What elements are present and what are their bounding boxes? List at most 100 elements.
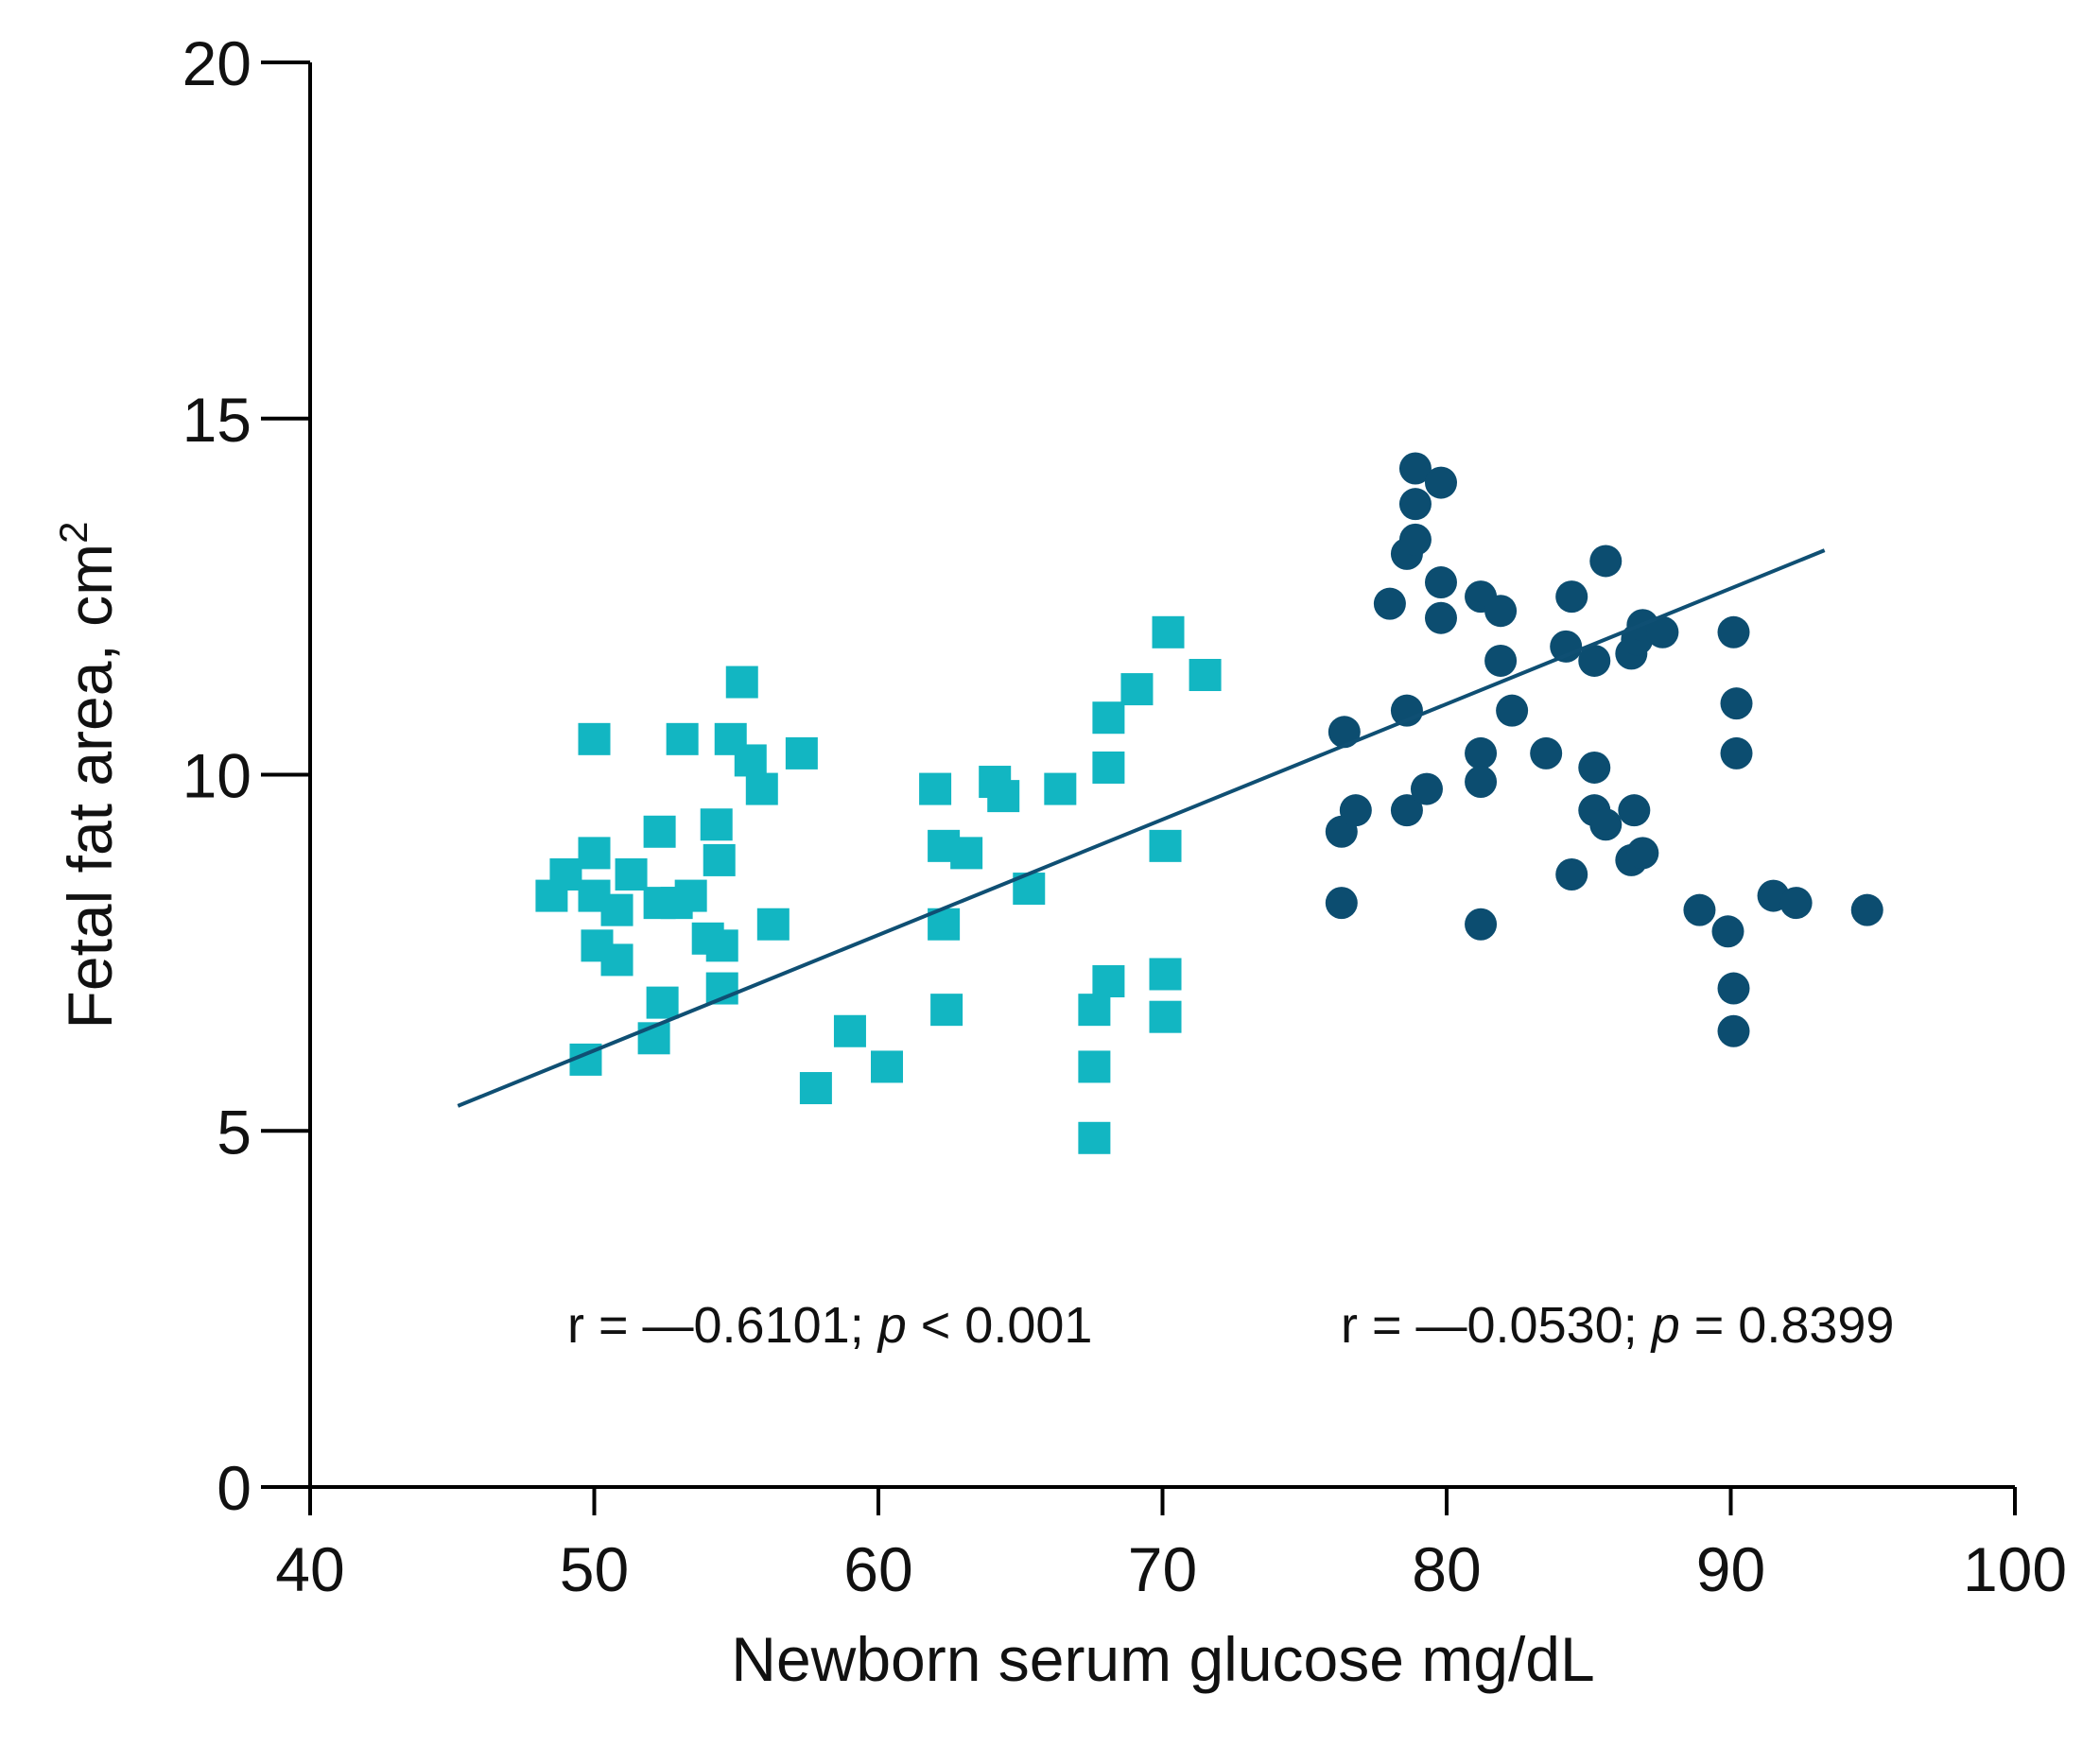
data-point-circle bbox=[1717, 972, 1750, 1005]
data-point-circle bbox=[1779, 887, 1813, 920]
data-point-square bbox=[1092, 751, 1125, 784]
data-point-circle bbox=[1530, 736, 1563, 770]
data-point-square bbox=[600, 893, 633, 926]
data-point-circle bbox=[1465, 908, 1498, 941]
data-point-circle bbox=[1717, 615, 1750, 649]
data-point-circle bbox=[1424, 466, 1457, 499]
data-point-square bbox=[1078, 994, 1111, 1027]
data-point-square bbox=[919, 772, 952, 805]
data-point-circle bbox=[1578, 644, 1611, 677]
data-point-circle bbox=[1850, 893, 1883, 926]
data-point-circle bbox=[1720, 736, 1753, 770]
data-point-square bbox=[987, 780, 1020, 813]
y-tick-label: 0 bbox=[217, 1453, 252, 1523]
annotation-right-r: r = —0.0530; bbox=[1341, 1297, 1652, 1354]
data-point-square bbox=[1149, 958, 1182, 991]
data-point-square bbox=[1078, 1050, 1111, 1083]
data-point-square bbox=[1152, 615, 1185, 649]
data-point-circle bbox=[1424, 601, 1457, 634]
y-tick-label: 20 bbox=[182, 28, 252, 98]
data-point-square bbox=[745, 772, 778, 805]
data-point-circle bbox=[1325, 887, 1358, 920]
data-point-square bbox=[1092, 701, 1125, 735]
data-point-circle bbox=[1578, 751, 1611, 784]
annotation-left-r: r = —0.6101; bbox=[567, 1297, 878, 1354]
data-point-circle bbox=[1484, 595, 1518, 628]
data-point-square bbox=[549, 857, 582, 891]
data-point-square bbox=[643, 815, 676, 848]
y-axis-title-superscript: 2 bbox=[51, 522, 95, 544]
data-point-circle bbox=[1398, 523, 1432, 556]
x-tick-label: 80 bbox=[1412, 1534, 1481, 1604]
data-point-square bbox=[705, 929, 738, 962]
y-axis-title-main: Fetal fat area, cm bbox=[55, 544, 125, 1029]
data-point-square bbox=[703, 843, 736, 876]
x-tick-label: 40 bbox=[275, 1534, 344, 1604]
data-point-square bbox=[700, 808, 733, 841]
x-tick-label: 70 bbox=[1128, 1534, 1197, 1604]
correlation-annotation-right: r = —0.0530; p = 0.8399 bbox=[1341, 1297, 1894, 1354]
data-point-square bbox=[734, 744, 767, 777]
data-point-square bbox=[950, 837, 983, 870]
data-point-circle bbox=[1410, 772, 1443, 805]
data-point-circle bbox=[1373, 587, 1406, 620]
data-point-square bbox=[615, 857, 648, 891]
data-point-circle bbox=[1484, 644, 1518, 677]
data-point-circle bbox=[1626, 837, 1659, 870]
y-tick-label: 15 bbox=[182, 385, 252, 455]
data-point-circle bbox=[1465, 736, 1498, 770]
data-point-square bbox=[871, 1050, 904, 1083]
data-point-square bbox=[1092, 965, 1125, 998]
data-point-circle bbox=[1717, 1014, 1750, 1047]
data-point-square bbox=[1078, 1121, 1111, 1154]
y-axis-title: Fetal fat area, cm2 bbox=[51, 522, 125, 1029]
x-tick-label: 100 bbox=[1963, 1534, 2067, 1604]
y-tick-label: 5 bbox=[217, 1097, 252, 1167]
annotation-right-p: p bbox=[1650, 1297, 1680, 1354]
annotation-left-p: p bbox=[876, 1297, 907, 1354]
data-point-square bbox=[666, 722, 699, 755]
data-point-circle bbox=[1328, 716, 1361, 749]
y-tick-label: 10 bbox=[182, 741, 252, 811]
x-tick-label: 60 bbox=[843, 1534, 912, 1604]
data-point-square bbox=[930, 994, 963, 1027]
data-points bbox=[535, 452, 1883, 1154]
data-point-circle bbox=[1589, 808, 1623, 841]
data-point-circle bbox=[1339, 794, 1372, 827]
data-point-square bbox=[756, 908, 790, 941]
annotation-left-rest: < 0.001 bbox=[907, 1297, 1093, 1354]
data-point-circle bbox=[1683, 893, 1716, 926]
x-tick-label: 50 bbox=[560, 1534, 629, 1604]
data-point-square bbox=[725, 666, 758, 699]
data-point-square bbox=[799, 1072, 832, 1105]
data-point-circle bbox=[1720, 687, 1753, 720]
annotation-right-rest: = 0.8399 bbox=[1680, 1297, 1895, 1354]
data-point-circle bbox=[1711, 915, 1744, 948]
data-point-circle bbox=[1555, 857, 1588, 891]
data-point-circle bbox=[1390, 794, 1423, 827]
data-point-square bbox=[1149, 829, 1182, 862]
data-point-circle bbox=[1618, 794, 1651, 827]
data-point-circle bbox=[1550, 630, 1583, 663]
data-point-circle bbox=[1398, 452, 1432, 485]
data-point-square bbox=[1189, 659, 1222, 692]
data-point-circle bbox=[1465, 766, 1498, 799]
data-point-square bbox=[1120, 673, 1154, 706]
data-point-circle bbox=[1398, 488, 1432, 521]
data-point-square bbox=[674, 879, 707, 912]
data-point-circle bbox=[1555, 580, 1588, 614]
correlation-annotation-left: r = —0.6101; p < 0.001 bbox=[567, 1297, 1092, 1354]
data-point-square bbox=[1149, 1000, 1182, 1033]
regression-line bbox=[457, 548, 1826, 1108]
data-point-circle bbox=[1589, 545, 1623, 578]
x-ticks: 40 50 60 70 80 90 100 bbox=[275, 1487, 2067, 1604]
data-point-square bbox=[833, 1014, 866, 1047]
data-point-square bbox=[578, 722, 611, 755]
data-point-circle bbox=[1646, 615, 1679, 649]
data-point-square bbox=[600, 943, 633, 977]
data-point-square bbox=[1044, 772, 1077, 805]
data-point-square bbox=[785, 736, 818, 770]
y-ticks: 0 5 10 15 20 bbox=[182, 28, 310, 1523]
data-point-circle bbox=[1424, 566, 1457, 599]
